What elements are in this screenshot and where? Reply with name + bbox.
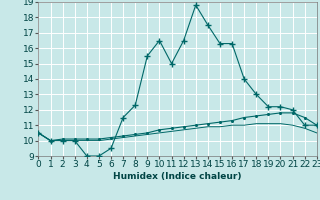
X-axis label: Humidex (Indice chaleur): Humidex (Indice chaleur) xyxy=(113,172,242,181)
